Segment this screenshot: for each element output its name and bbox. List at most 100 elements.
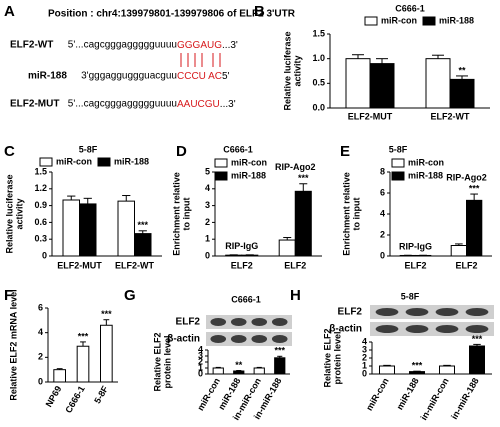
blot-band [210, 318, 227, 326]
group-label: RIP-Ago2 [446, 172, 487, 182]
chart: B C666-1 Relative luciferase activity 0.0 0.5… [254, 3, 490, 121]
chart: C 5-8F Relative luciferase activity 0 0.3 0.6 0… [4, 143, 162, 270]
legend-swatch [39, 157, 53, 167]
sequence: 5'...cagcgggaggggguuuu [68, 99, 177, 110]
sequence-site: GGGAUG...3' [177, 40, 238, 51]
pairing-lines [180, 53, 221, 67]
y-axis-label: Relative ELF2 mRNA level [8, 289, 18, 400]
panel-a: A Position : chr4:139979801-139979806 of… [4, 3, 296, 110]
chart-title: 5-8F [79, 144, 98, 154]
y-tick-label: 2 [38, 352, 43, 362]
chart-title: C666-1 [223, 144, 253, 154]
y-tick-label: 1.5 [34, 166, 47, 176]
x-tick-label: miR-con [364, 376, 391, 412]
bar [466, 199, 483, 257]
significance: *** [137, 220, 148, 230]
significance: *** [469, 183, 480, 193]
legend-swatch [97, 157, 111, 167]
blot-label: ELF2 [338, 307, 363, 318]
legend-label: miR-188 [114, 156, 149, 166]
y-tick-label: 0 [38, 376, 43, 386]
seq-end: 5' [222, 71, 230, 82]
x-tick-label: NP69 [44, 384, 64, 408]
sequence-site: CCCU AC5' [177, 71, 230, 82]
significance: *** [472, 334, 483, 344]
y-tick-label: 4 [38, 327, 43, 337]
panel-label: E [340, 143, 350, 160]
bar [212, 367, 224, 375]
blot-background [206, 332, 292, 346]
panel-label: D [176, 143, 187, 160]
site: AAUCGU [177, 99, 220, 110]
x-tick-label: ELF2 [455, 260, 477, 270]
panel-label: F [4, 287, 13, 304]
x-tick-label: ELF2 [284, 260, 306, 270]
y-tick-label: 6 [380, 187, 385, 197]
blot-band [465, 308, 489, 316]
panel-label: B [254, 3, 265, 20]
significance: *** [412, 361, 423, 371]
y-axis-label: Enrichment relative [341, 172, 351, 256]
legend-label: miR-188 [231, 170, 266, 180]
bar [469, 345, 485, 375]
y-tick-label: 0 [205, 250, 210, 260]
legend-swatch [391, 171, 405, 181]
y-tick-label: 5 [205, 166, 210, 176]
bar [253, 367, 265, 375]
blot-band [210, 335, 227, 343]
y-tick-label: 0.9 [34, 200, 47, 210]
significance: *** [101, 309, 112, 319]
blot-label: ELF2 [176, 317, 201, 328]
y-tick-label: 0.6 [34, 217, 47, 227]
legend-label: miR-con [56, 156, 92, 166]
site: GGGAUG [177, 40, 222, 51]
panel-label: C [4, 143, 15, 160]
y-tick-label: 1.5 [312, 28, 325, 38]
bar [134, 233, 152, 257]
blot-band [435, 325, 459, 333]
blot-band [465, 325, 489, 333]
x-tick-label: ELF2-WT [115, 260, 154, 270]
y-tick-label: 8 [380, 166, 385, 176]
bar [425, 58, 451, 109]
y-axis-label: activity [292, 55, 302, 86]
bar [53, 369, 66, 383]
bar [100, 324, 113, 383]
site: CCCU AC [177, 71, 222, 82]
chart: D C666-1 Enrichment relative to input 0 1 2 3 4 5… [171, 143, 322, 270]
x-tick-label: miR-188 [395, 376, 421, 411]
significance: ** [235, 360, 243, 370]
legend-label: miR-con [408, 157, 444, 167]
chart-title: C666-1 [231, 294, 261, 304]
y-tick-label: 1 [205, 234, 210, 244]
row-name: ELF2-MUT [10, 99, 59, 110]
bar [369, 63, 395, 109]
x-tick-label: ELF2 [231, 260, 253, 270]
x-tick-label: C666-1 [63, 384, 86, 415]
y-axis-label: Enrichment relative [171, 172, 181, 256]
legend-label: miR-con [381, 15, 417, 25]
y-tick-label: 4 [380, 208, 385, 218]
y-tick-label: 2 [205, 217, 210, 227]
legend-swatch [391, 158, 405, 168]
chart: E 5-8F Enrichment relative to input 0 2 4 6 8 ELF… [340, 143, 492, 270]
blot-band [375, 325, 399, 333]
bar [233, 370, 245, 375]
y-axis-label: protein level [162, 335, 172, 388]
sequence: 3'gggagguggguacguu [81, 71, 177, 82]
significance: *** [274, 346, 285, 356]
y-axis-label: Relative ELF2 [322, 328, 332, 387]
significance: *** [78, 331, 89, 341]
x-tick-label: ELF2-MUT [348, 111, 393, 121]
y-tick-label: 1 [362, 360, 367, 370]
x-tick-label: in-miR-188 [449, 376, 481, 421]
blot-band [435, 308, 459, 316]
legend-label: miR-188 [439, 15, 474, 25]
sequence-site: AAUCGU...3' [177, 99, 236, 110]
y-axis-label: to input [181, 198, 191, 231]
blot-band [251, 318, 268, 326]
legend-label: miR-con [231, 157, 267, 167]
blot-band [405, 308, 429, 316]
significance: *** [298, 173, 309, 183]
